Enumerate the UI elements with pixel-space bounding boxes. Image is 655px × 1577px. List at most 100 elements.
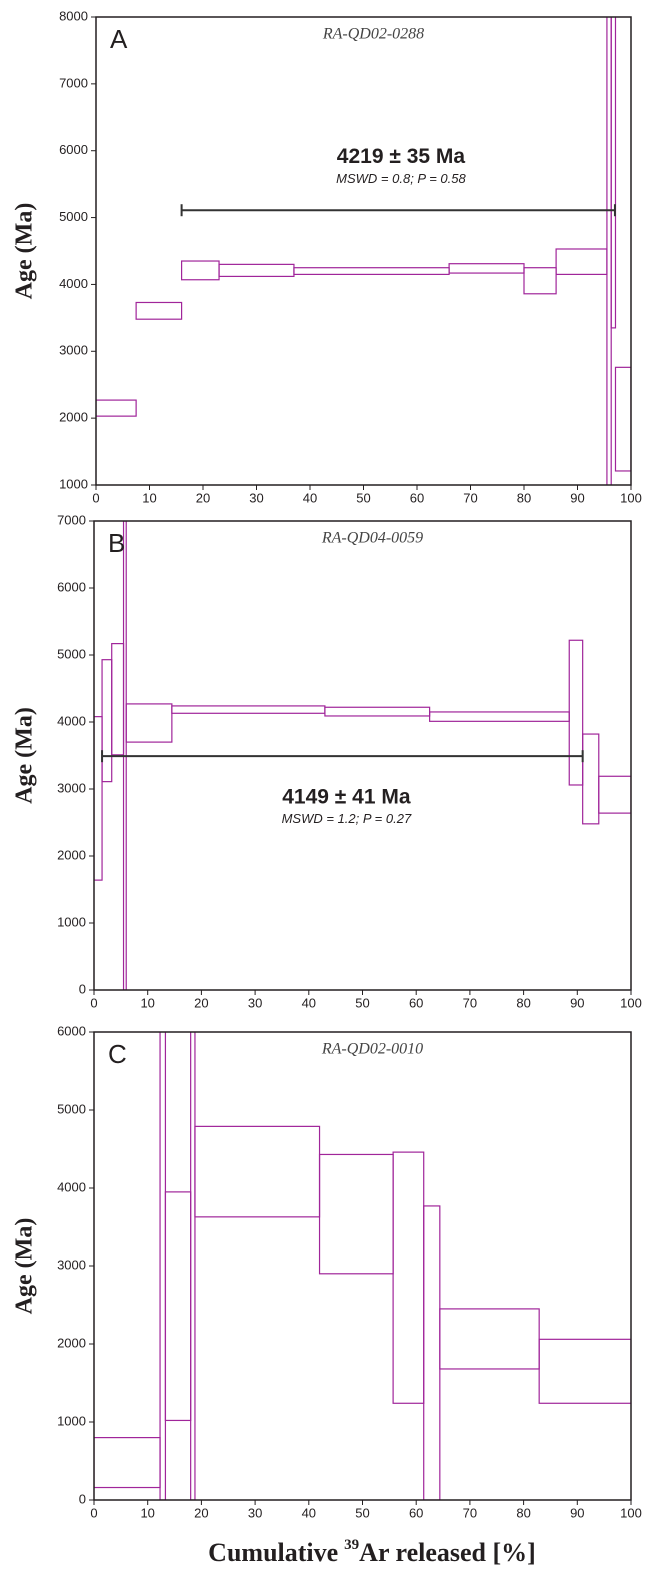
y-tick-label: 1000	[57, 914, 86, 929]
step-box	[94, 1436, 161, 1489]
y-tick-label: 2000	[59, 410, 88, 425]
y-tick-label: 4000	[59, 276, 88, 291]
y-tick-label: 4000	[57, 1179, 86, 1194]
step-box	[429, 711, 570, 722]
x-tick-label: 80	[516, 1505, 530, 1520]
step-box	[538, 1338, 631, 1404]
y-tick-label: 6000	[57, 1023, 86, 1038]
step-box	[582, 733, 600, 825]
x-tick-label: 30	[248, 1505, 262, 1520]
y-tick-label: 8000	[59, 8, 88, 23]
x-tick-label: 100	[620, 995, 642, 1010]
y-tick-label: 4000	[57, 713, 86, 728]
step-box	[318, 1153, 394, 1275]
plot-frame	[95, 16, 632, 486]
step-box	[111, 643, 125, 756]
step-box	[171, 705, 326, 714]
step-box	[96, 399, 137, 417]
step-box	[181, 260, 220, 281]
step-box	[324, 706, 431, 717]
step-box	[610, 17, 617, 329]
x-tick-label: 60	[410, 490, 424, 505]
x-tick-label: 50	[355, 995, 369, 1010]
step-box	[598, 775, 631, 814]
step-box	[101, 659, 113, 783]
plateau-age: 4219 ± 35 Ma	[337, 145, 466, 168]
sample-name: RA-QD04-0059	[321, 530, 423, 547]
step-box	[439, 1308, 540, 1370]
y-tick-label: 3000	[59, 343, 88, 358]
y-tick-label: 3000	[57, 780, 86, 795]
y-tick-label: 6000	[59, 142, 88, 157]
y-tick-label: 0	[79, 981, 86, 996]
y-tick-label: 5000	[57, 646, 86, 661]
x-tick-label: 100	[620, 490, 642, 505]
y-tick-label: 7000	[59, 75, 88, 90]
x-tick-label: 0	[90, 1505, 97, 1520]
y-tick-label: 7000	[57, 512, 86, 527]
x-tick-label: 60	[409, 1505, 423, 1520]
x-tick-label: 70	[463, 1505, 477, 1520]
x-tick-label: 40	[303, 490, 317, 505]
plateau-age: 4149 ± 41 Ma	[282, 785, 411, 808]
x-tick-label: 80	[517, 490, 531, 505]
x-tick-label: 40	[302, 995, 316, 1010]
x-tick-label: 30	[249, 490, 263, 505]
panel-label: B	[108, 528, 125, 558]
x-tick-label: 70	[463, 490, 477, 505]
step-box	[94, 716, 103, 881]
x-tick-label: 0	[90, 995, 97, 1010]
step-box	[159, 1032, 167, 1500]
x-axis-label: Cumulative 39Ar released [%]	[208, 1537, 536, 1567]
x-tick-label: 20	[196, 490, 210, 505]
y-tick-label: 6000	[57, 579, 86, 594]
y-tick-label: 5000	[59, 209, 88, 224]
y-tick-label: 2000	[57, 1335, 86, 1350]
x-tick-label: 70	[463, 995, 477, 1010]
steps	[94, 1032, 631, 1500]
plateau-stats: MSWD = 1.2; P = 0.27	[282, 811, 412, 826]
x-tick-label: 90	[570, 995, 584, 1010]
y-axis-label: Age (Ma)	[12, 1218, 38, 1315]
y-axis-label: Age (Ma)	[12, 707, 38, 804]
x-label-text: Cumulative	[208, 1538, 338, 1567]
y-tick-label: 5000	[57, 1101, 86, 1116]
x-label-text: Ar released [%]	[359, 1538, 536, 1567]
x-tick-label: 10	[140, 995, 154, 1010]
x-tick-label: 100	[620, 1505, 642, 1520]
x-tick-label: 60	[409, 995, 423, 1010]
y-tick-label: 0	[79, 1491, 86, 1506]
x-tick-label: 0	[92, 490, 99, 505]
x-tick-label: 80	[516, 995, 530, 1010]
x-tick-label: 30	[248, 995, 262, 1010]
plateau-stats: MSWD = 0.8; P = 0.58	[336, 171, 466, 186]
step-box	[135, 301, 183, 320]
plot-frame	[93, 1031, 632, 1501]
step-box	[125, 703, 173, 743]
panel-label: A	[110, 24, 128, 54]
y-tick-label: 1000	[59, 476, 88, 491]
x-tick-label: 50	[355, 1505, 369, 1520]
step-box	[190, 1032, 196, 1500]
x-label-superscript: 39	[344, 1537, 359, 1553]
step-box	[448, 263, 525, 274]
y-axis-label: Age (Ma)	[12, 203, 38, 300]
y-tick-label: 1000	[57, 1413, 86, 1428]
sample-name: RA-QD02-0288	[322, 26, 424, 43]
step-box	[614, 366, 631, 472]
step-box	[392, 1151, 425, 1404]
step-box	[606, 17, 612, 485]
x-tick-label: 10	[140, 1505, 154, 1520]
step-box	[164, 1191, 192, 1422]
step-box	[194, 1125, 321, 1218]
step-box	[568, 639, 584, 786]
x-tick-label: 20	[194, 995, 208, 1010]
panel-label: C	[108, 1039, 127, 1069]
plot-frame	[93, 520, 632, 991]
x-tick-label: 10	[142, 490, 156, 505]
sample-name: RA-QD02-0010	[321, 1041, 423, 1058]
step-box	[423, 1205, 441, 1500]
step-box	[218, 263, 295, 278]
steps	[96, 17, 631, 485]
